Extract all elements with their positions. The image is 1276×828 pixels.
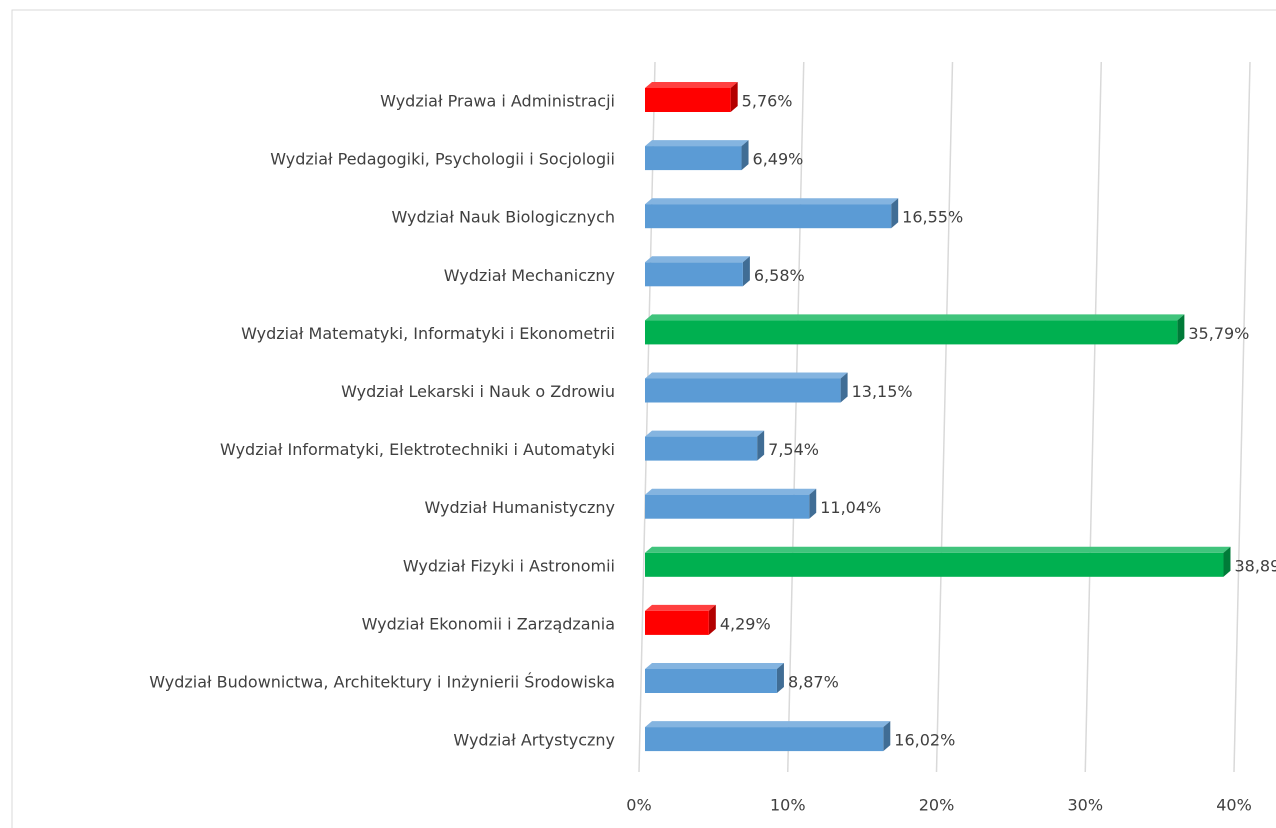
x-tick-label: 30% [1067, 796, 1103, 815]
bar-top [645, 256, 750, 263]
grid-line [1084, 61, 1102, 773]
y-tick-label: Wydział Informatyki, Elektrotechniki i A… [220, 440, 615, 459]
value-label: 38,89% [1234, 556, 1276, 575]
bar-top [645, 82, 738, 88]
bar-top [645, 372, 848, 379]
value-label: 6,58% [754, 266, 805, 285]
bar-top [645, 721, 891, 728]
bar [645, 727, 884, 752]
value-label: 5,76% [742, 92, 793, 111]
bar-side [891, 198, 899, 229]
bar-top [645, 430, 765, 437]
bar [645, 262, 743, 287]
bar [645, 378, 841, 403]
y-tick-label: Wydział Ekonomii i Zarządzania [362, 614, 615, 633]
bar-side [1223, 546, 1231, 577]
x-tick-label: 20% [919, 796, 955, 815]
grid-line [638, 61, 656, 773]
bar-side [741, 140, 749, 171]
bar [645, 669, 777, 693]
value-label: 6,49% [753, 150, 804, 169]
value-label: 11,04% [820, 498, 881, 517]
bar-side [776, 663, 784, 693]
value-label: 16,55% [902, 208, 963, 227]
chart-frame [11, 9, 1276, 828]
bar-top [645, 663, 784, 669]
y-tick-label: Wydział Pedagogiki, Psychologii i Socjol… [270, 150, 615, 169]
bar-top [645, 314, 1185, 321]
value-label: 4,29% [720, 614, 771, 633]
x-tick-label: 40% [1216, 796, 1252, 815]
x-tick-label: 10% [770, 796, 806, 815]
bar-side [1177, 314, 1185, 345]
bar [645, 436, 758, 461]
value-label: 13,15% [852, 382, 913, 401]
bar-top [645, 546, 1231, 553]
bar-top [645, 604, 716, 611]
bar-side [708, 604, 716, 635]
bar-side [809, 488, 817, 519]
bar [645, 88, 731, 112]
bar-side [757, 430, 765, 461]
x-tick-label: 0% [626, 796, 651, 815]
grid-line [1233, 61, 1251, 773]
bar [645, 610, 709, 635]
value-label: 35,79% [1188, 324, 1249, 343]
y-tick-label: Wydział Prawa i Administracji [380, 92, 615, 111]
bar [645, 320, 1178, 345]
bar-top [645, 140, 749, 147]
bar [645, 146, 742, 171]
value-label: 8,87% [788, 673, 839, 692]
bar-side [883, 721, 891, 752]
value-label: 7,54% [768, 440, 819, 459]
y-tick-label: Wydział Matematyki, Informatyki i Ekonom… [241, 324, 615, 343]
bar-side [742, 256, 750, 287]
grid-line [935, 61, 954, 773]
y-tick-label: Wydział Lekarski i Nauk o Zdrowiu [341, 382, 615, 401]
y-tick-label: Wydział Mechaniczny [444, 266, 615, 285]
bar-top [645, 198, 899, 205]
y-tick-label: Wydział Humanistyczny [425, 498, 615, 517]
bar [645, 204, 892, 229]
y-tick-label: Wydział Nauk Biologicznych [392, 208, 616, 227]
y-tick-label: Wydział Fizyki i Astronomii [403, 556, 615, 575]
bar-side [730, 82, 738, 112]
bar [645, 494, 810, 519]
bar-side [840, 372, 848, 403]
y-tick-label: Wydział Budownictwa, Architektury i Inży… [149, 673, 615, 692]
value-label: 16,02% [894, 731, 955, 750]
grid-line [787, 61, 805, 773]
bar [645, 552, 1224, 577]
y-tick-label: Wydział Artystyczny [453, 731, 615, 750]
bar-top [645, 488, 817, 495]
